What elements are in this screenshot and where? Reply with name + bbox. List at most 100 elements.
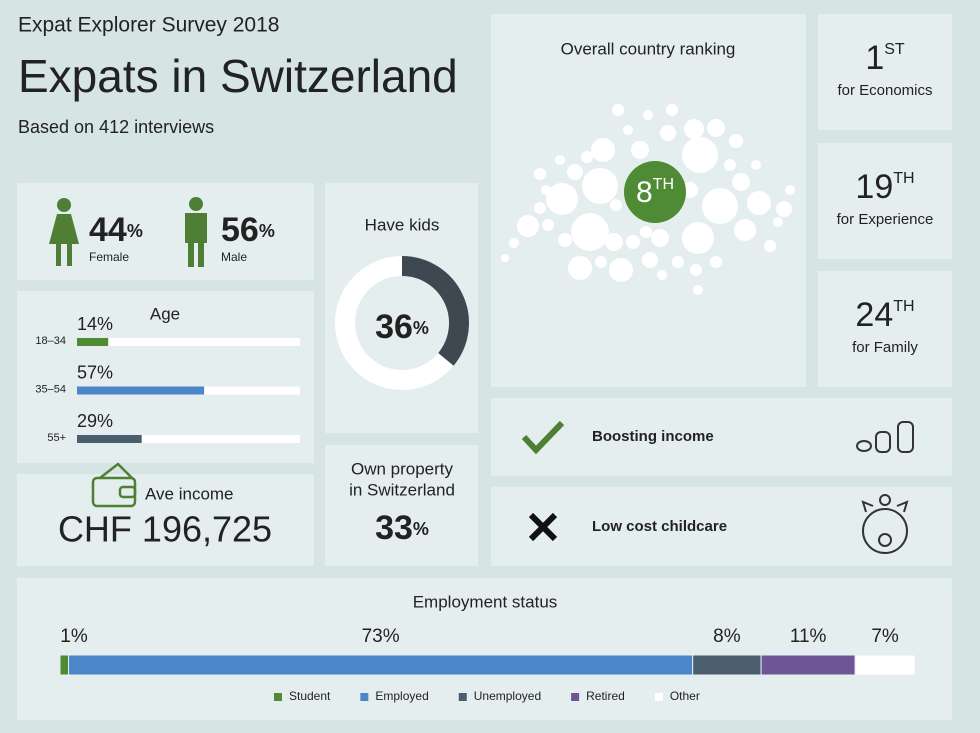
employment-title: Employment status [413,592,558,611]
age-bar [77,386,205,395]
kids-value-part: % [413,318,429,338]
kids-title: Have kids [365,215,440,234]
legend-label: Other [670,689,700,703]
kids-value: 36% [375,308,429,346]
ranking-value-part: TH [653,176,674,193]
map-bubble [672,256,684,268]
gender-value-part: 44 [89,211,127,249]
rank-value: 1ST [865,39,905,77]
map-bubble [751,160,761,170]
gender-value-part: % [259,221,275,241]
feature-panel [491,398,952,476]
map-bubble [710,256,722,268]
legend-swatch [458,693,467,701]
map-bubble [724,159,736,171]
kids-value-part: 36 [375,308,413,346]
legend-label: Student [289,689,331,703]
map-bubble [785,185,795,195]
employment-value-label: 11% [790,626,827,647]
map-bubble [582,168,618,204]
gender-value-part: 56 [221,211,259,249]
map-bubble [517,215,539,237]
rank-value-part: 1 [865,39,884,77]
map-bubble [605,233,623,251]
donut-arc [401,256,469,366]
map-bubble [732,173,750,191]
rank-panel [818,14,952,130]
male-icon [185,197,207,267]
legend-swatch [654,693,663,701]
piggy-icon [861,494,909,554]
map-bubble [684,119,704,139]
age-value-label: 29% [77,411,113,431]
map-bubble [534,168,546,180]
ranking-value-part: 8 [636,176,653,209]
employment-value-label: 7% [871,626,899,647]
map-bubble [764,240,776,252]
feature-label: Low cost childcare [592,518,727,535]
map-bubble [567,164,583,180]
legend-swatch [571,693,580,701]
rank-value: 19TH [855,168,914,206]
map-bubble [534,202,546,214]
income-label: Ave income [145,484,234,503]
map-bubble [568,256,592,280]
age-group-label: 55+ [47,432,66,444]
rank-value: 24TH [855,296,914,334]
map-bubble [623,125,633,135]
map-bubble [581,151,593,163]
property-value-part: 33 [375,509,413,547]
employment-segment [59,654,70,676]
legend-label: Retired [586,689,625,703]
property-panel [325,445,478,566]
gender-value: 56% [221,211,275,249]
legend-label: Unemployed [474,689,541,703]
map-bubble [501,254,509,262]
map-bubble [626,235,640,249]
legend-swatch [274,693,282,701]
gender-value-part: % [127,221,143,241]
map-bubble [660,125,676,141]
map-bubble [640,226,652,238]
income-value: CHF 196,725 [58,509,272,550]
gender-label: Female [89,250,129,264]
feature-panel [491,487,952,566]
employment-panel [17,578,952,720]
map-bubble [657,270,667,280]
map-bubble [609,258,633,282]
feature-label: Boosting income [592,428,714,445]
property-value-part: % [413,519,429,539]
coins-icon [856,421,914,453]
female-icon [49,198,79,266]
cross-icon [528,512,558,542]
map-bubble [558,233,572,247]
age-value-label: 57% [77,362,113,382]
age-track [77,338,300,346]
map-bubble [591,138,615,162]
map-bubble [690,264,702,276]
check-icon [521,420,565,455]
legend-label: Employed [375,689,428,703]
map-bubble [702,188,738,224]
map-bubble [642,252,658,268]
rank-value-part: ST [884,41,905,58]
kicker: Expat Explorer Survey 2018 [18,14,279,37]
map-bubble [666,104,678,116]
property-title: Own property [351,459,454,478]
rank-panel [818,271,952,387]
employment-segment [692,654,762,676]
ranking-badge [624,161,686,223]
map-bubble [682,137,718,173]
age-panel [17,291,314,463]
map-bubble [509,238,519,248]
rank-panel [818,143,952,259]
map-bubble [651,229,669,247]
map-bubble [707,119,725,137]
map-bubble [555,155,565,165]
age-bar [77,338,109,346]
map-bubble [747,191,771,215]
rank-value-part: 19 [855,168,893,206]
map-bubble [546,183,578,215]
ranking-value: 8TH [636,176,674,209]
